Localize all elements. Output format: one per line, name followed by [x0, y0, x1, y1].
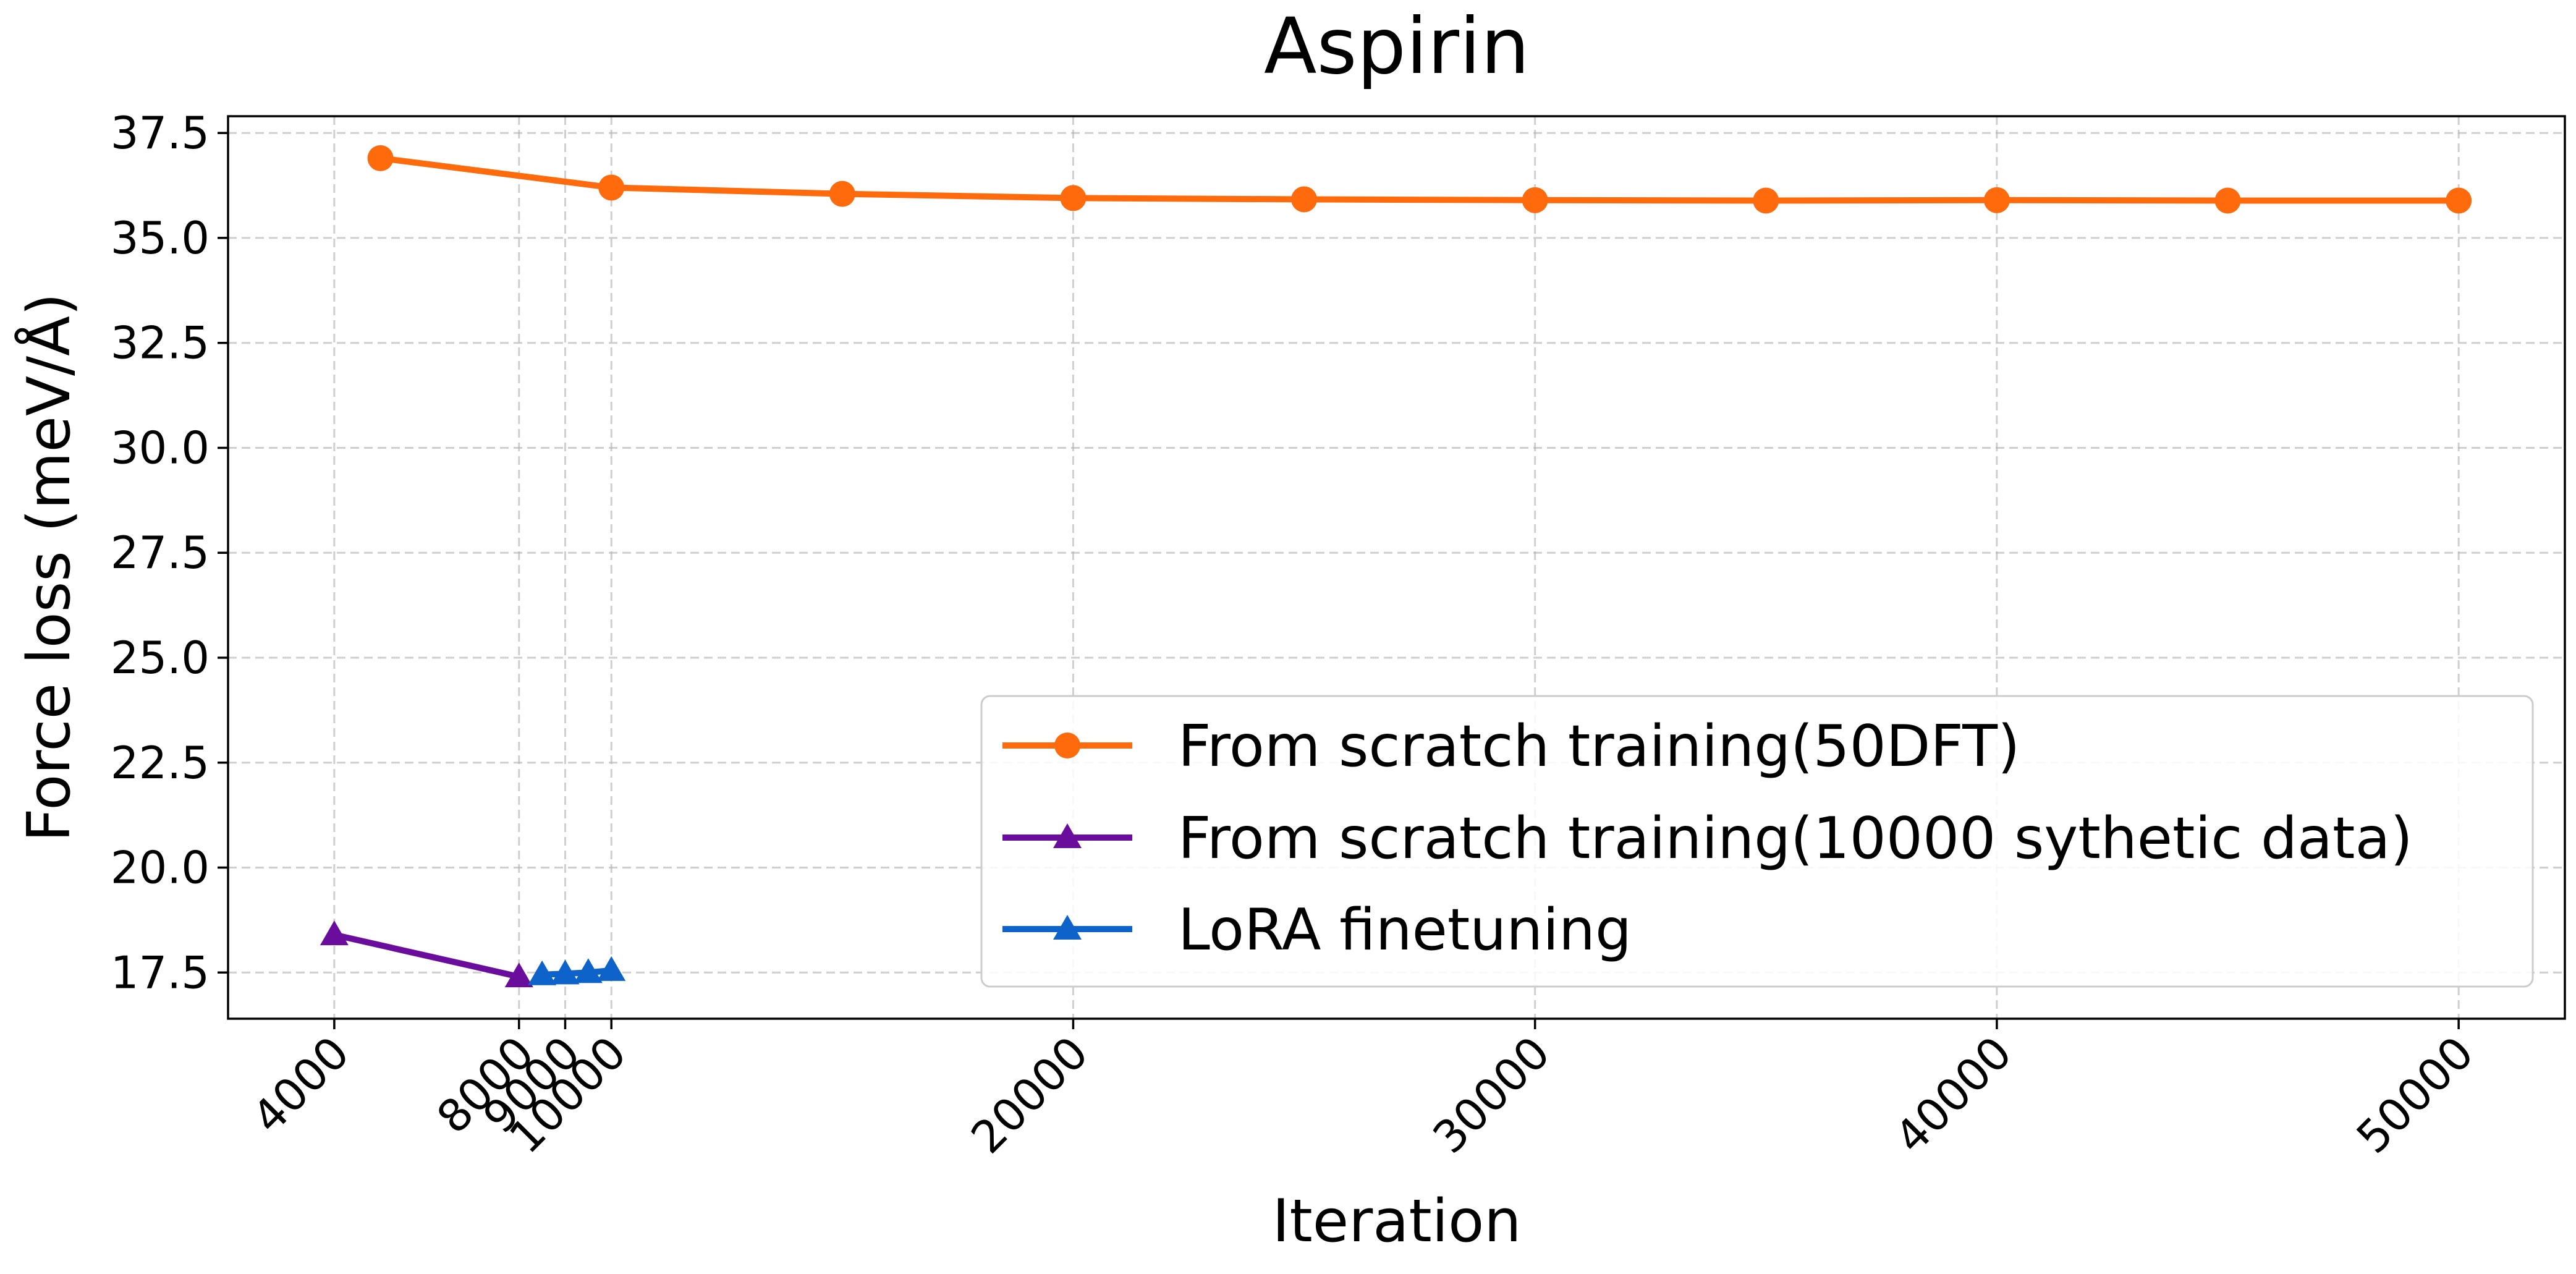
y-tick-label: 20.0 [111, 842, 210, 894]
data-point [597, 956, 626, 981]
legend-entry-lora: LoRA finetuning [1002, 896, 1632, 963]
data-point [1522, 187, 1548, 213]
data-point [1060, 185, 1087, 211]
series-2 [528, 956, 626, 985]
legend-entry-scratch-50dft: From scratch training(50DFT) [1002, 713, 2020, 779]
data-point [829, 180, 855, 207]
x-axis-label: Iteration [1273, 1187, 1522, 1255]
data-point [1983, 187, 2010, 213]
x-tick-label: 50000 [2347, 1027, 2483, 1163]
data-point [1753, 187, 1779, 214]
data-point [367, 145, 394, 171]
series-1 [320, 920, 533, 988]
series-line [377, 155, 2462, 204]
chart-title: Aspirin [1264, 2, 1530, 91]
y-tick-label: 35.0 [111, 212, 210, 264]
y-tick-label: 22.5 [111, 737, 210, 789]
y-axis-label: Force loss (meV/Å) [15, 293, 83, 842]
legend: From scratch training(50DFT) From scratc… [980, 695, 2534, 988]
legend-label-scratch-50dft: From scratch training(50DFT) [1178, 713, 2020, 779]
series-line [331, 932, 522, 980]
x-tick-label: 30000 [1423, 1027, 1559, 1163]
y-tick-label: 25.0 [111, 632, 210, 684]
y-tick-label: 30.0 [111, 422, 210, 474]
series-0 [367, 145, 2472, 214]
data-point [2214, 187, 2241, 214]
data-point [528, 960, 557, 985]
legend-marker-triangle [1053, 823, 1082, 848]
y-axis-ticks: 17.5 20.0 22.5 25.0 27.5 30.0 32.5 35.0 37.5 [111, 107, 228, 998]
data-point [2446, 187, 2472, 214]
legend-marker-triangle [1053, 915, 1082, 940]
data-point [551, 959, 580, 985]
data-point [598, 174, 625, 201]
legend-marker-circle [1054, 733, 1080, 758]
series-layer [320, 145, 2472, 988]
y-tick-label: 17.5 [111, 946, 210, 998]
y-tick-label: 37.5 [111, 107, 210, 159]
legend-box [980, 695, 2534, 988]
legend-entry-scratch-synthetic: From scratch training(10000 sythetic dat… [1002, 805, 2413, 872]
series-line [539, 967, 615, 978]
y-tick-label: 32.5 [111, 317, 210, 369]
legend-label-lora: LoRA finetuning [1178, 896, 1632, 963]
data-point [320, 920, 349, 946]
x-tick-label: 40000 [1885, 1027, 2022, 1163]
x-tick-label: 4000 [242, 1027, 359, 1144]
data-point [504, 962, 533, 988]
data-point [574, 958, 603, 983]
data-point [1291, 186, 1318, 213]
plot-frame [227, 115, 2566, 1020]
y-tick-label: 27.5 [111, 527, 210, 579]
x-tick-label: 20000 [961, 1027, 1098, 1163]
legend-label-scratch-synthetic: From scratch training(10000 sythetic dat… [1178, 805, 2413, 872]
